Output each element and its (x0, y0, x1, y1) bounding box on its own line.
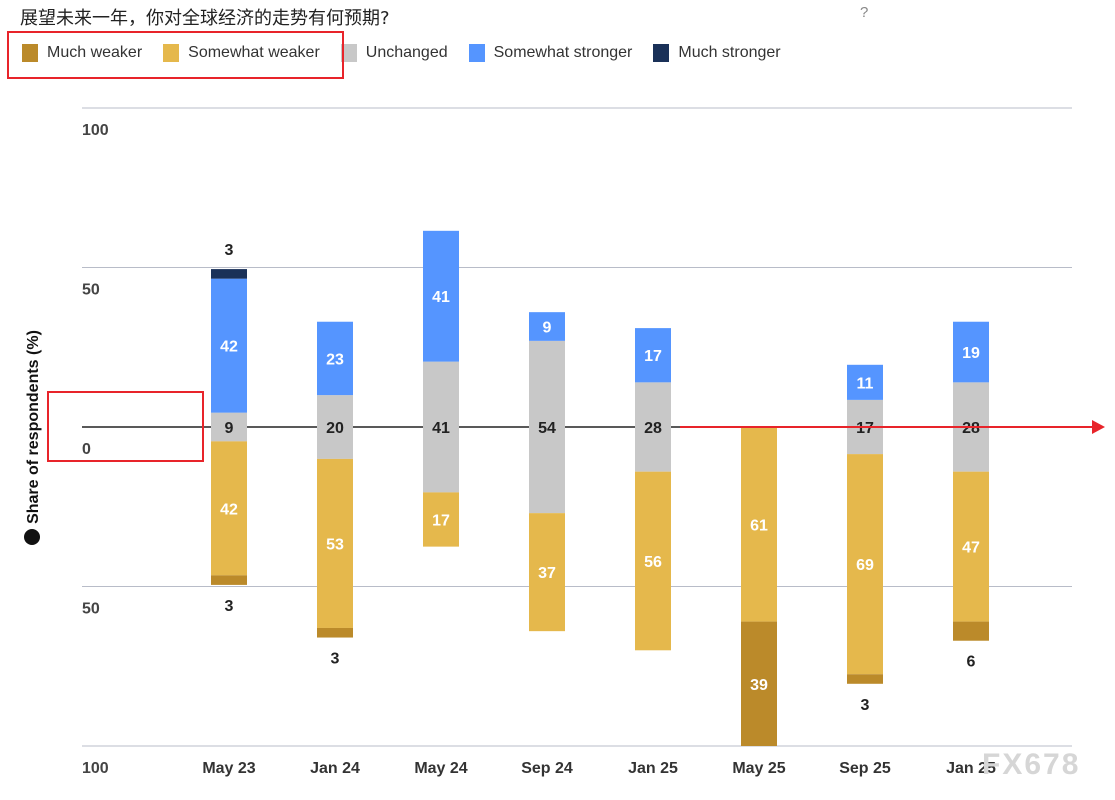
legend-label: Much weaker (47, 44, 143, 61)
bar-segment (741, 621, 777, 746)
bar-segment (635, 471, 671, 651)
legend-label: Much stronger (678, 44, 781, 61)
legend-label: Somewhat stronger (493, 44, 633, 61)
data-label: 54 (538, 420, 556, 437)
legend-item: Somewhat stronger (468, 44, 633, 62)
bar-segment (317, 627, 353, 638)
data-label: 3 (331, 651, 340, 668)
data-label: 28 (962, 420, 980, 437)
bar-segment (953, 621, 989, 641)
data-label: 39 (750, 677, 768, 694)
data-label: 17 (856, 420, 874, 437)
annotation-box (47, 391, 204, 462)
bar-segment (423, 230, 459, 362)
y-tick-label: 50 (82, 601, 100, 618)
x-tick-label: Sep 24 (521, 760, 573, 777)
person-icon (24, 529, 40, 545)
bar-segment (847, 454, 883, 675)
data-label: 23 (326, 351, 344, 368)
data-label: 61 (750, 517, 768, 534)
chart-title: 展望未来一年，你对全球经济的走势有何预期? (20, 8, 390, 29)
data-label: 41 (432, 289, 450, 306)
data-label: 17 (644, 348, 662, 365)
bar-segment (317, 321, 353, 396)
x-tick-label: May 25 (732, 760, 785, 777)
bar-segment (741, 427, 777, 622)
bar-segment (953, 321, 989, 383)
y-tick-label: 50 (82, 282, 100, 299)
data-label: 19 (962, 345, 980, 362)
data-label: 37 (538, 565, 556, 582)
data-label: 3 (225, 242, 234, 259)
legend-swatch (340, 44, 357, 62)
data-label: 42 (220, 339, 238, 356)
data-label: 53 (326, 536, 344, 553)
legend: Much weaker Somewhat weaker Unchanged Somew… (22, 44, 802, 62)
y-axis-label: Share of respondents (%) (25, 330, 42, 524)
bar-segment (635, 382, 671, 472)
x-tick-label: May 23 (202, 760, 255, 777)
legend-swatch (163, 44, 180, 62)
data-label: 3 (861, 697, 870, 714)
legend-item: Much weaker (22, 44, 142, 62)
bar-segment (211, 269, 247, 279)
data-label: 6 (967, 654, 976, 671)
legend-label: Unchanged (365, 44, 448, 61)
annotation-arrow-head (1092, 420, 1105, 434)
annotation-box (7, 31, 344, 79)
x-tick-label: Jan 25 (628, 760, 678, 777)
bar-segment (847, 674, 883, 684)
x-tick-label: Sep 25 (839, 760, 891, 777)
bar-segment (635, 328, 671, 383)
x-tick-label: Jan 24 (310, 760, 360, 777)
legend-item: Much stronger (653, 44, 781, 62)
data-label: 47 (962, 540, 980, 557)
watermark: FX678 (982, 748, 1081, 781)
y-tick-label: 100 (82, 122, 109, 139)
data-label: 69 (856, 557, 874, 574)
legend-swatch (653, 44, 670, 62)
bar-segment (529, 340, 565, 514)
y-tick-label: 0 (82, 441, 91, 458)
data-label: 9 (225, 420, 234, 437)
data-label: 20 (326, 420, 344, 437)
bar-segment (211, 441, 247, 576)
bar-segment (529, 513, 565, 632)
legend-item: Somewhat weaker (163, 44, 320, 62)
bar-segment (423, 492, 459, 547)
bar-segment (211, 278, 247, 413)
data-label: 17 (432, 513, 450, 530)
data-label: 3 (225, 598, 234, 615)
x-tick-label: Jan 25 (946, 760, 996, 777)
data-label: 28 (644, 420, 662, 437)
data-label: 41 (432, 420, 450, 437)
bar-segment (529, 312, 565, 341)
legend-label: Somewhat weaker (188, 44, 320, 61)
bar-segment (317, 395, 353, 459)
data-label: 9 (543, 320, 552, 337)
data-label: 42 (220, 501, 238, 518)
legend-item: Unchanged (340, 44, 448, 62)
bar-segment (211, 412, 247, 442)
legend-swatch (468, 44, 485, 62)
bar-segment (953, 471, 989, 622)
bar-segment (847, 364, 883, 400)
help-icon[interactable]: ? (860, 4, 869, 21)
y-tick-label: 100 (82, 760, 109, 777)
data-label: 11 (857, 375, 874, 392)
bar-segment (317, 458, 353, 628)
bar-segment (423, 361, 459, 493)
data-label: 56 (644, 554, 662, 571)
bar-segment (211, 575, 247, 585)
x-tick-label: May 24 (414, 760, 467, 777)
legend-swatch (22, 44, 38, 62)
